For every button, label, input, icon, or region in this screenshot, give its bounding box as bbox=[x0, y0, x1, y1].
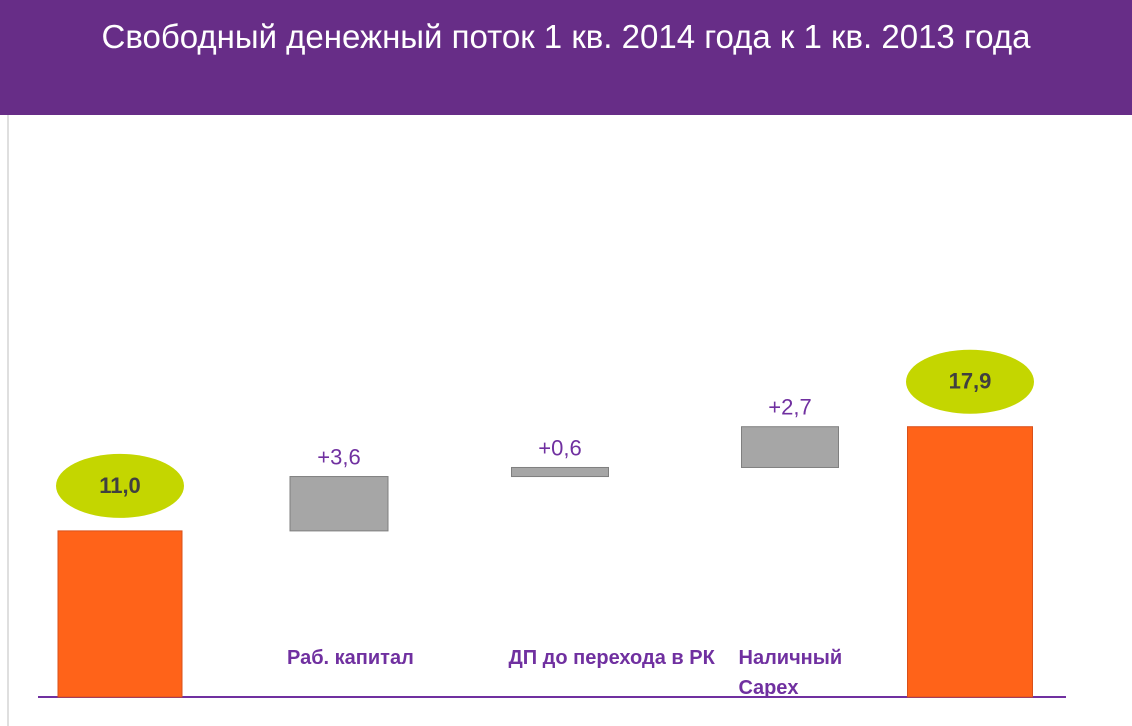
value-label: 17,9 bbox=[949, 369, 992, 394]
label-bubble bbox=[56, 453, 184, 518]
value-label: +0,6 bbox=[538, 435, 581, 460]
change-bar bbox=[511, 466, 609, 478]
category-label: Раб. капитал bbox=[287, 647, 414, 669]
value-label: +3,6 bbox=[317, 445, 360, 470]
change-bar bbox=[741, 426, 839, 468]
label-bubble bbox=[906, 349, 1034, 414]
category-label: Наличный Capex bbox=[738, 647, 843, 699]
category-label: ДП до перехода в РК bbox=[508, 647, 715, 669]
value-label: 11,0 bbox=[99, 473, 141, 498]
total-bar bbox=[57, 530, 183, 698]
total-bar bbox=[907, 426, 1033, 698]
change-bar bbox=[289, 476, 389, 532]
value-label: +2,7 bbox=[768, 395, 811, 420]
chart-title: Свободный денежный поток 1 кв. 2014 года… bbox=[0, 0, 1132, 115]
